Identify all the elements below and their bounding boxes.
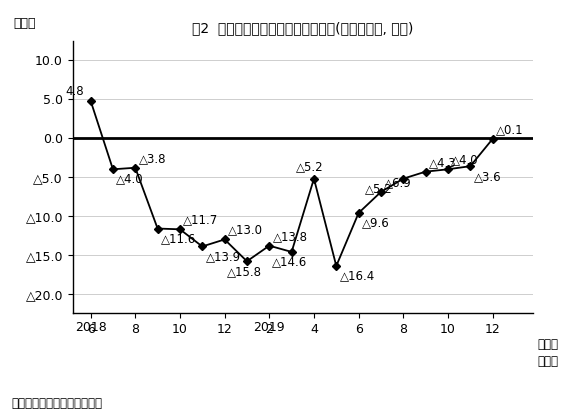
Text: △11.7: △11.7 — [183, 213, 218, 227]
Text: △15.8: △15.8 — [227, 265, 262, 278]
Text: △16.4: △16.4 — [340, 269, 375, 283]
Text: 2018: 2018 — [74, 321, 107, 334]
Title: 図2  中国の自動車販売台数の伸び率(前年同月比, 単月): 図2 中国の自動車販売台数の伸び率(前年同月比, 単月) — [192, 21, 414, 35]
Text: △4.3: △4.3 — [429, 156, 457, 169]
Text: △13.8: △13.8 — [273, 230, 308, 243]
Text: △4.0: △4.0 — [452, 153, 479, 166]
Text: （年）: （年） — [537, 355, 558, 368]
Text: 4.8: 4.8 — [65, 85, 84, 98]
Text: △3.8: △3.8 — [139, 152, 166, 165]
Text: △13.9: △13.9 — [206, 250, 241, 263]
Text: △11.6: △11.6 — [161, 232, 196, 245]
Text: △0.1: △0.1 — [496, 123, 524, 136]
Text: △5.2: △5.2 — [296, 160, 323, 173]
Text: 2019: 2019 — [253, 321, 285, 334]
Text: △5.2: △5.2 — [364, 182, 392, 195]
Text: △14.6: △14.6 — [272, 255, 307, 269]
Text: △4.0: △4.0 — [116, 172, 144, 185]
Text: △13.0: △13.0 — [228, 224, 263, 236]
Text: （月）: （月） — [537, 339, 558, 351]
Text: △3.6: △3.6 — [474, 170, 501, 183]
Text: △9.6: △9.6 — [362, 217, 390, 229]
Text: （％）: （％） — [13, 17, 36, 30]
Text: △6.9: △6.9 — [384, 176, 412, 189]
Text: （出所）中国自動車工業協会: （出所）中国自動車工業協会 — [11, 397, 103, 410]
